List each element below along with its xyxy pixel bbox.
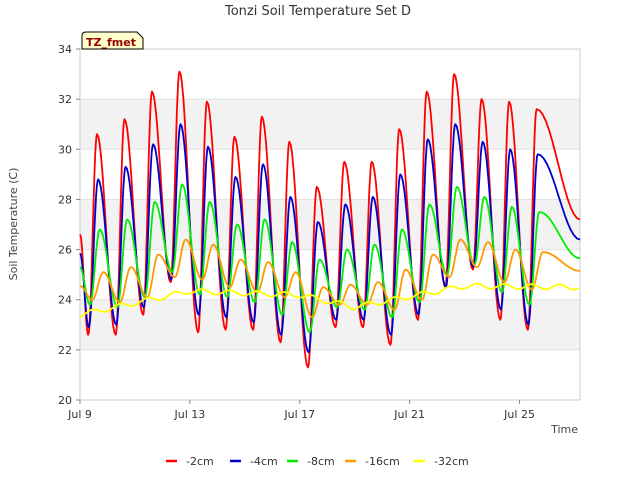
x-tick-label: Jul 17 [283, 408, 315, 421]
legend-label: -2cm [186, 455, 214, 468]
legend-label: -32cm [434, 455, 469, 468]
x-tick-label: Jul 21 [393, 408, 425, 421]
x-tick-label: Jul 25 [503, 408, 535, 421]
y-tick-label: 30 [58, 143, 72, 156]
y-tick-label: 34 [58, 43, 72, 56]
legend-label: -8cm [307, 455, 335, 468]
grid-band [80, 49, 580, 100]
y-tick-label: 32 [58, 93, 72, 106]
y-axis: 20 22 24 26 28 30 32 34 [58, 43, 80, 407]
y-tick-label: 26 [58, 244, 72, 257]
site-badge: TZ_fmet [81, 31, 144, 50]
grid-band [80, 299, 580, 350]
series-line-minus-32cm [79, 282, 580, 318]
legend-label: -16cm [365, 455, 400, 468]
y-tick-label: 22 [58, 344, 72, 357]
site-badge-box [81, 31, 144, 50]
legend-label: -4cm [250, 455, 278, 468]
x-axis-label: Time [550, 423, 578, 436]
series-line-minus-16cm [79, 238, 581, 319]
x-axis: Jul 9 Jul 13 Jul 17 Jul 21 Jul 25 [67, 400, 535, 421]
y-tick-label: 24 [58, 294, 72, 307]
site-badge-label: TZ_fmet [86, 36, 136, 49]
legend: -2cm -4cm -8cm -16cm -32cm [166, 455, 469, 468]
y-tick-label: 28 [58, 193, 72, 206]
series-line-minus-4cm [79, 123, 581, 354]
plot-frame [79, 48, 581, 401]
series-layer [79, 70, 581, 369]
y-axis-label: Soil Temperature (C) [7, 168, 20, 281]
grid-band [80, 99, 580, 150]
x-tick-label: Jul 13 [174, 408, 206, 421]
grid-band [80, 349, 580, 400]
x-tick-label: Jul 9 [67, 408, 92, 421]
chart-title: Tonzi Soil Temperature Set D [224, 4, 411, 19]
y-tick-label: 20 [58, 394, 72, 407]
grid-band [80, 149, 580, 200]
